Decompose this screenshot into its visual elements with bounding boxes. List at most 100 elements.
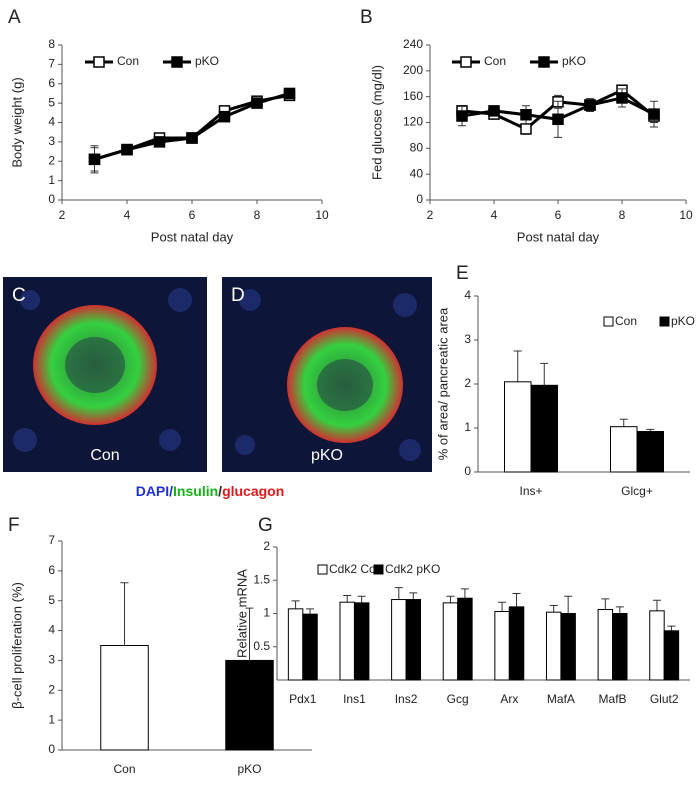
error-bar bbox=[306, 608, 315, 615]
y-tick-label: 1 bbox=[48, 173, 55, 187]
y-tick-label: 6 bbox=[48, 76, 55, 90]
bar bbox=[225, 659, 274, 751]
marker bbox=[488, 105, 500, 117]
legend-label: Con bbox=[615, 314, 637, 328]
marker bbox=[456, 110, 468, 122]
x-tick-label: Glut2 bbox=[650, 692, 679, 706]
marker bbox=[218, 110, 231, 123]
legend-swatch bbox=[317, 564, 328, 575]
error-bar bbox=[357, 595, 366, 603]
y-tick-label: 0.5 bbox=[253, 639, 270, 653]
marker bbox=[121, 143, 133, 156]
panel-letter: C bbox=[12, 285, 26, 306]
caption-segment: / bbox=[169, 483, 173, 499]
y-tick-label: 0 bbox=[48, 192, 55, 206]
x-tick-label: Ins2 bbox=[395, 692, 418, 706]
bar bbox=[302, 613, 318, 681]
y-tick-label: 5 bbox=[48, 593, 55, 607]
y-tick-label: 240 bbox=[403, 37, 423, 51]
marker bbox=[520, 123, 532, 135]
x-tick-label: 10 bbox=[679, 208, 693, 222]
y-tick-label: 80 bbox=[410, 141, 424, 155]
y-tick-label: 3 bbox=[48, 653, 55, 667]
legend-label: pKO bbox=[195, 54, 219, 68]
legend-label: pKO bbox=[562, 54, 586, 68]
error-bar bbox=[245, 607, 254, 661]
x-axis-title: Post natal day bbox=[517, 229, 600, 244]
legend-label: Con bbox=[484, 54, 506, 68]
bar bbox=[545, 611, 562, 681]
marker bbox=[283, 87, 296, 100]
y-tick-label: 8 bbox=[48, 37, 55, 51]
error-bar bbox=[512, 593, 521, 607]
y-tick-label: 5 bbox=[48, 95, 55, 109]
x-tick-label: Pdx1 bbox=[289, 692, 317, 706]
legend-marker bbox=[171, 56, 183, 68]
x-tick-label: 8 bbox=[619, 208, 626, 222]
y-tick-label: 6 bbox=[48, 563, 55, 577]
legend-label: pKO bbox=[671, 314, 695, 328]
x-tick-label: 6 bbox=[555, 208, 562, 222]
y-tick-label: 2 bbox=[263, 539, 270, 553]
error-bar bbox=[291, 600, 300, 609]
bar bbox=[391, 599, 407, 681]
bar bbox=[597, 609, 614, 681]
y-tick-label: 1 bbox=[464, 420, 471, 434]
x-tick-label: MafA bbox=[547, 692, 575, 706]
bar bbox=[457, 597, 473, 681]
marker bbox=[251, 97, 263, 109]
stain-caption: DAPI/Insulin/glucagon bbox=[136, 483, 285, 499]
y-tick-label: 0 bbox=[48, 742, 55, 756]
error-bar bbox=[667, 625, 676, 631]
y-tick-label: 0 bbox=[416, 192, 423, 206]
caption-segment: glucagon bbox=[222, 483, 284, 499]
legend-swatch bbox=[603, 316, 614, 327]
panel-letter: E bbox=[456, 263, 469, 284]
bar bbox=[287, 608, 304, 681]
bar bbox=[508, 606, 525, 681]
bar bbox=[530, 384, 558, 473]
x-tick-label: 8 bbox=[254, 208, 261, 222]
micrograph-label: Con bbox=[90, 447, 119, 464]
x-tick-label: Gcg bbox=[447, 692, 469, 706]
x-tick-label: 4 bbox=[491, 208, 498, 222]
bar bbox=[353, 602, 370, 681]
error-bar bbox=[601, 598, 610, 610]
x-tick-label: MafB bbox=[599, 692, 627, 706]
y-tick-label: 160 bbox=[403, 89, 423, 103]
x-tick-label: 10 bbox=[315, 208, 329, 222]
marker bbox=[648, 108, 660, 120]
y-tick-label: 7 bbox=[48, 57, 55, 71]
error-bar bbox=[460, 588, 469, 599]
bar bbox=[663, 630, 680, 681]
panel-letter: A bbox=[8, 7, 21, 28]
y-tick-label: 1 bbox=[263, 606, 270, 620]
y-tick-label: 200 bbox=[403, 63, 423, 77]
error-bar bbox=[619, 418, 628, 427]
panel-letter: F bbox=[8, 515, 20, 536]
bar bbox=[339, 601, 355, 681]
bar bbox=[504, 381, 532, 473]
legend-label: Con bbox=[117, 54, 139, 68]
panel-letter: B bbox=[360, 7, 373, 28]
marker bbox=[88, 153, 101, 166]
y-tick-label: 40 bbox=[410, 166, 424, 180]
x-tick-label: 2 bbox=[427, 208, 434, 222]
error-bar bbox=[615, 606, 624, 614]
y-tick-label: 2 bbox=[464, 376, 471, 390]
x-tick-label: 6 bbox=[189, 208, 196, 222]
error-bar bbox=[540, 362, 549, 386]
error-bar bbox=[498, 601, 507, 612]
x-tick-label: Ins+ bbox=[519, 484, 542, 498]
marker bbox=[153, 136, 166, 148]
bar bbox=[442, 602, 459, 681]
marker bbox=[520, 109, 532, 121]
error-bar bbox=[120, 582, 129, 646]
micrograph-c bbox=[3, 277, 207, 472]
y-tick-label: 2 bbox=[48, 153, 55, 167]
y-axis-title: % of area/ pancreatic area bbox=[435, 307, 450, 460]
legend-label: Cdk2 pKO bbox=[385, 562, 440, 576]
y-tick-label: 2 bbox=[48, 682, 55, 696]
